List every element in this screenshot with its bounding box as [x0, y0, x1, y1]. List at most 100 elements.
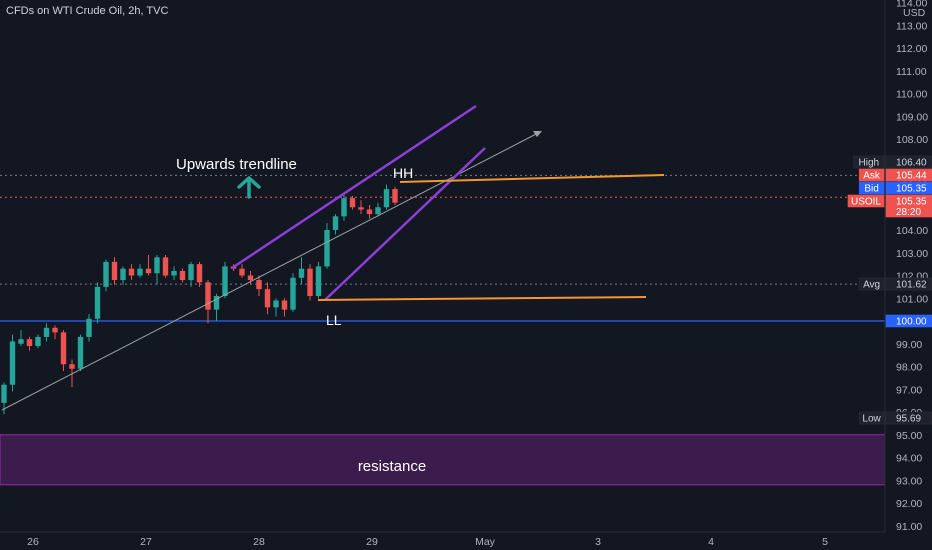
price-label-value: 105.44 [896, 171, 927, 182]
candle-body [239, 268, 245, 276]
candle-body [256, 280, 262, 290]
price-label-value: 101.62 [896, 280, 927, 291]
candle-body [77, 336, 84, 369]
price-label-name: USOIL [851, 197, 881, 208]
price-label-name-box [853, 155, 885, 169]
price-label-value: 105.35 [896, 197, 927, 208]
candle-body [69, 364, 75, 369]
chart-title: CFDs on WTI Crude Oil, 2h, TVC [6, 5, 169, 17]
price-tick-label: 109.00 [896, 111, 928, 123]
price-tick-label: 101.00 [896, 293, 928, 305]
time-tick-label: 4 [708, 536, 714, 548]
candle-body [18, 339, 24, 344]
candle-body [179, 270, 186, 281]
candle-body [43, 327, 50, 337]
candle-body [290, 277, 296, 310]
channel-lower-line[interactable] [324, 147, 486, 301]
price-tick-label: 112.00 [896, 43, 927, 55]
candle-body [86, 318, 92, 337]
price-tick-label: 93.00 [896, 475, 922, 487]
time-tick-label: 5 [822, 536, 828, 548]
upper-orange-line[interactable] [399, 174, 665, 183]
time-axis-ticks: 26 27 28 29 May 3 4 5 [27, 536, 828, 548]
candle-body [366, 209, 373, 215]
price-label-value: 100.00 [896, 317, 927, 328]
time-tick-label: 3 [595, 536, 601, 548]
candle-body [307, 268, 313, 296]
channel-upper-line[interactable] [231, 104, 477, 270]
candle-body [205, 282, 211, 310]
price-tick-label: 114.00 [896, 0, 927, 10]
thin-trendline-arrowhead [533, 131, 542, 137]
price-axis-ticks: 91.0092.0093.0094.0095.0096.0097.0098.00… [896, 0, 928, 533]
candle-body [298, 268, 305, 278]
candle-body [1, 384, 7, 403]
price-label-value-box [885, 277, 932, 291]
candle-body [145, 268, 152, 274]
hh-label: HH [393, 165, 413, 181]
time-tick-label: 29 [366, 536, 378, 548]
candle-body [332, 216, 339, 230]
candle-body [52, 327, 58, 333]
time-tick-label: 27 [140, 536, 152, 548]
time-axis[interactable] [0, 532, 885, 550]
price-tick-label: 91.00 [896, 521, 922, 533]
resistance-zone[interactable] [0, 434, 886, 486]
candle-body [111, 261, 118, 281]
price-tick-label: 110.00 [896, 89, 927, 101]
price-label-value: 95.69 [896, 414, 921, 425]
price-label-value-box [885, 168, 932, 182]
price-label-value-box [885, 155, 932, 169]
price-tick-label: 98.00 [896, 362, 922, 374]
price-label-countdown: 28:20 [896, 207, 921, 218]
price-tick-label: 113.00 [896, 20, 927, 32]
price-tick-label: 94.00 [896, 453, 922, 465]
price-label-name-box [858, 168, 885, 182]
candle-body [349, 198, 356, 208]
up-arrow-icon [237, 176, 261, 199]
price-tick-label: 104.00 [896, 225, 928, 237]
price-tick-label: 97.00 [896, 384, 922, 396]
candle-body [358, 207, 364, 210]
candle-body [35, 336, 41, 347]
price-label-name: Low [862, 414, 881, 425]
price-tick-label: 111.00 [896, 66, 927, 78]
price-label-name-box [858, 277, 885, 291]
candle-body [392, 189, 398, 203]
candle-body [281, 300, 288, 310]
candle-body [162, 257, 169, 276]
candle-body [264, 289, 271, 308]
price-axis[interactable] [885, 0, 932, 550]
currency-label: USD [903, 7, 926, 19]
candle-body [213, 295, 220, 310]
candle-body [273, 300, 279, 308]
candle-body [9, 341, 16, 385]
candle-body [375, 207, 381, 215]
price-label-value: 105.35 [896, 184, 927, 195]
price-label-value-box [885, 314, 932, 328]
lower-orange-line[interactable] [317, 296, 647, 301]
price-label-name-box [858, 411, 885, 425]
price-label-name: High [859, 158, 880, 169]
price-label-name: Bid [864, 184, 878, 195]
price-label-name-box [858, 181, 885, 195]
price-tick-label: 92.00 [896, 498, 922, 510]
trendline-label: Upwards trendline [176, 156, 297, 173]
thin-trendline[interactable] [1, 131, 541, 411]
candle-body [383, 189, 390, 208]
price-tick-label: 95.00 [896, 430, 922, 442]
price-tick-label: 99.00 [896, 339, 922, 351]
candle-body [94, 286, 101, 319]
price-label-value: 106.40 [896, 158, 927, 169]
price-label-value-box [885, 411, 932, 425]
candle-body [60, 332, 67, 365]
candle-body [196, 264, 203, 283]
price-tick-label: 103.00 [896, 248, 928, 260]
ll-label: LL [326, 312, 342, 328]
time-tick-label: May [475, 536, 496, 548]
candle-body [247, 275, 254, 281]
candle-body [315, 266, 322, 296]
price-tick-label: 108.00 [896, 134, 928, 146]
